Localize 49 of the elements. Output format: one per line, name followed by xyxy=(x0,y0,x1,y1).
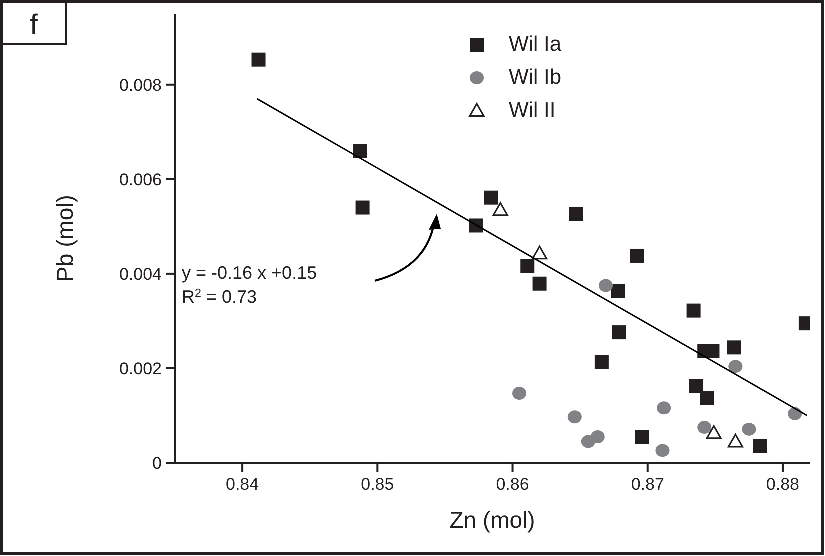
annotation: R$^{2}$ = 0.73 xyxy=(182,286,258,307)
point xyxy=(598,279,613,292)
point xyxy=(656,444,670,458)
x-tick-label: 0.88 xyxy=(766,475,800,494)
point xyxy=(753,439,768,454)
y-tick-label: 0.008 xyxy=(119,76,162,95)
point xyxy=(569,207,584,222)
point xyxy=(252,52,266,67)
point xyxy=(686,304,701,318)
x-tick-label: 0.87 xyxy=(631,475,664,494)
point xyxy=(690,379,704,394)
point xyxy=(728,434,744,448)
point xyxy=(594,355,609,370)
point xyxy=(356,200,370,215)
point xyxy=(698,421,712,434)
point xyxy=(532,276,547,291)
point xyxy=(612,326,626,340)
point xyxy=(635,430,650,444)
legend-label: Wil Ia xyxy=(509,32,562,56)
point xyxy=(742,422,756,436)
point xyxy=(590,430,605,444)
y-tick-label: 0 xyxy=(152,454,162,474)
x-tick-label: 0.86 xyxy=(496,475,530,494)
y-tick-label: 0.002 xyxy=(119,360,162,379)
point xyxy=(727,340,742,355)
text: f xyxy=(30,9,38,40)
y-axis-title: Pb (mol) xyxy=(52,195,78,282)
annotation: y = -0.16 x +0.15 xyxy=(182,263,318,283)
point xyxy=(532,246,548,260)
point xyxy=(520,259,535,274)
point xyxy=(706,344,720,358)
point xyxy=(492,202,508,216)
point xyxy=(630,248,644,263)
point xyxy=(484,190,498,205)
x-tick-label: 0.85 xyxy=(361,475,394,494)
legend-label: Wil II xyxy=(509,98,556,122)
point xyxy=(657,402,672,415)
x-axis-title: Zn (mol) xyxy=(450,507,536,533)
point xyxy=(512,387,527,400)
point xyxy=(568,410,582,424)
point xyxy=(611,284,626,298)
y-tick-label: 0.004 xyxy=(119,264,162,284)
point xyxy=(706,425,722,440)
point xyxy=(353,144,368,158)
legend-label: Wil Ib xyxy=(509,66,562,90)
x-tick-label: 0.84 xyxy=(226,475,260,494)
y-tick-label: 0.006 xyxy=(119,170,162,190)
point xyxy=(728,360,743,374)
point xyxy=(700,391,714,406)
